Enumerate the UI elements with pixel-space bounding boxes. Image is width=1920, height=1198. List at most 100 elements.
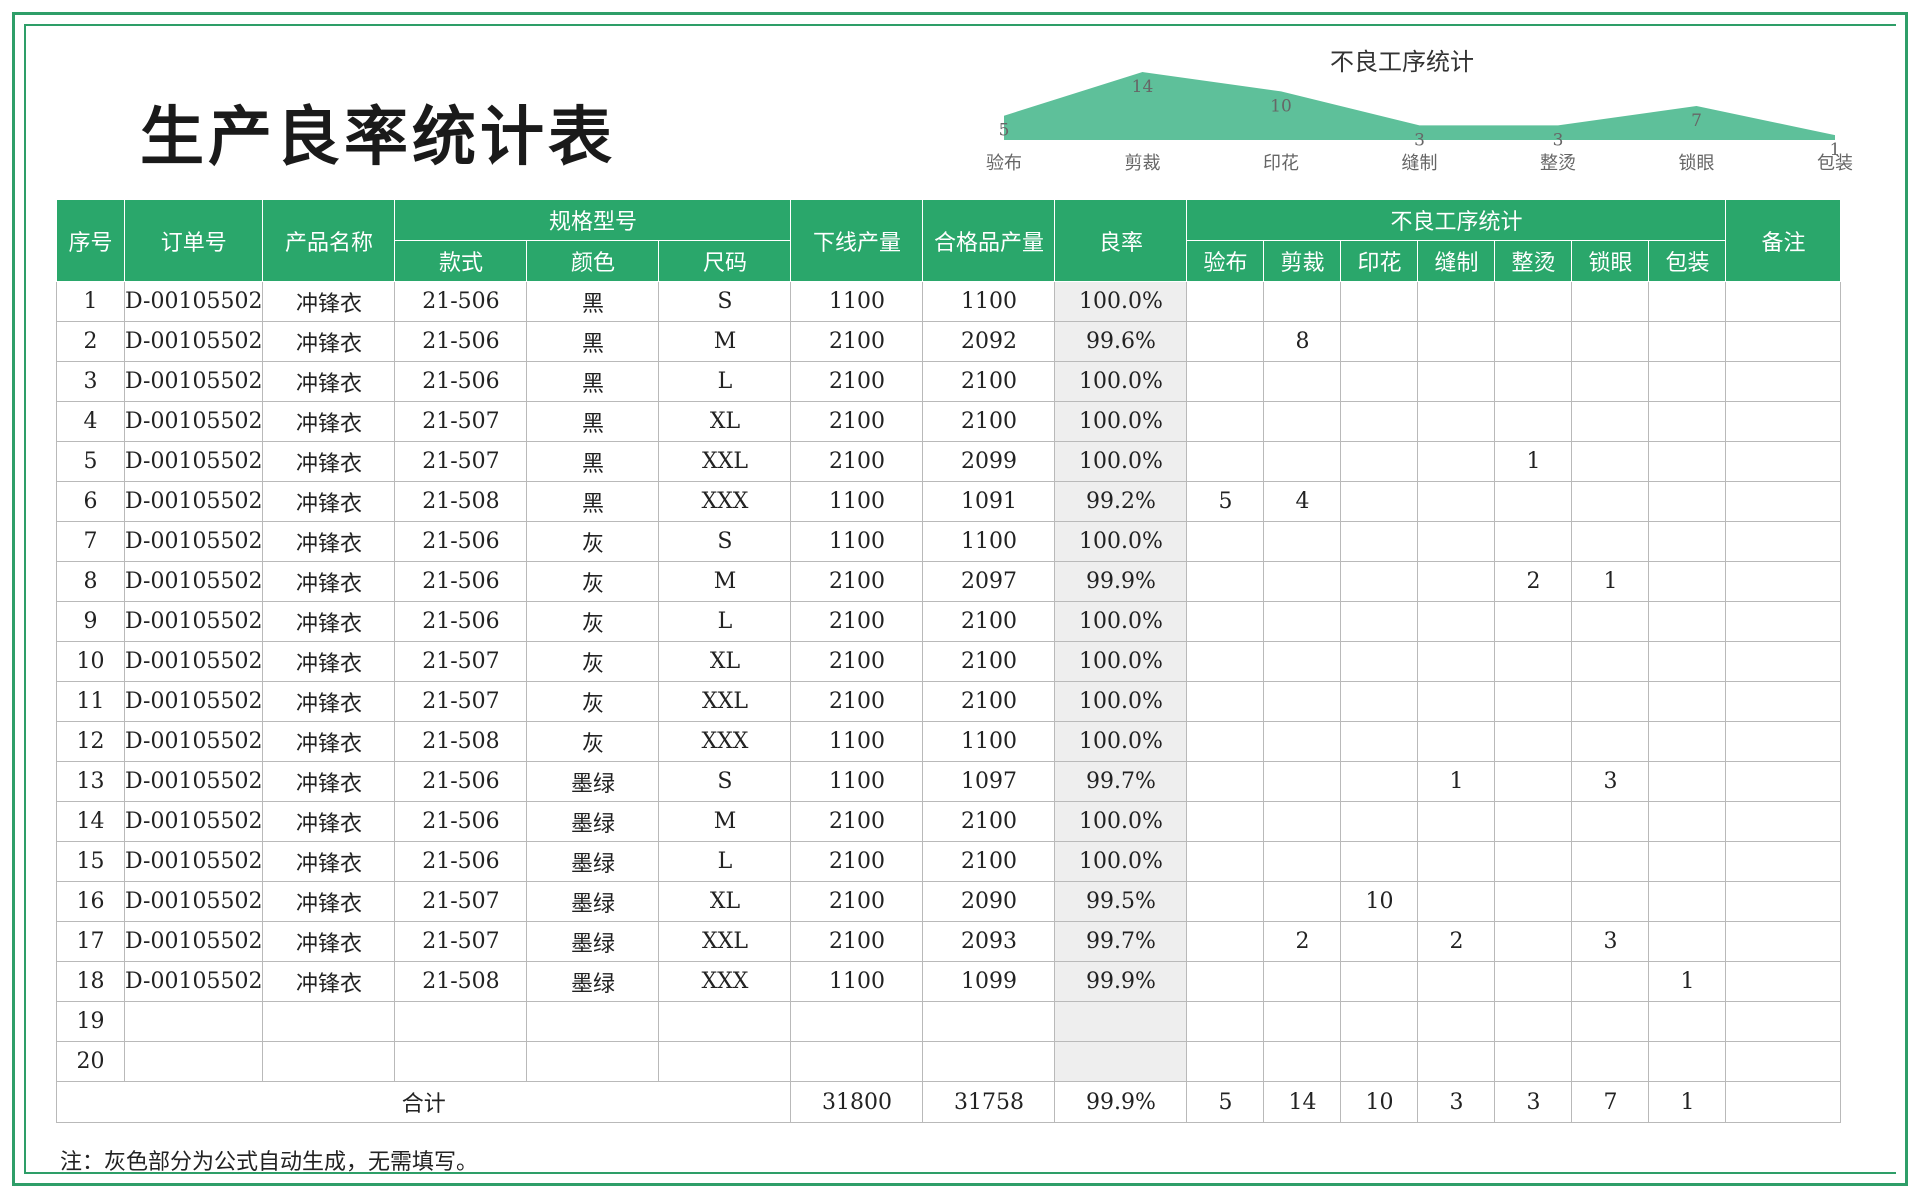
row-output[interactable]: 1100 bbox=[790, 721, 924, 762]
row-qualified[interactable]: 1097 bbox=[922, 761, 1056, 802]
row-style[interactable]: 21-506 bbox=[394, 561, 528, 602]
row-defect-6[interactable]: 1 bbox=[1571, 561, 1650, 602]
row-qualified[interactable]: 2099 bbox=[922, 441, 1056, 482]
row-color[interactable]: 黑 bbox=[526, 481, 660, 522]
row-style[interactable]: 21-507 bbox=[394, 641, 528, 682]
row-output[interactable]: 1100 bbox=[790, 961, 924, 1002]
row-color[interactable]: 灰 bbox=[526, 641, 660, 682]
row-qualified[interactable]: 2100 bbox=[922, 401, 1056, 442]
row-defect-6[interactable] bbox=[1571, 1001, 1650, 1042]
row-defect-5[interactable] bbox=[1494, 641, 1573, 682]
row-remark[interactable] bbox=[1725, 841, 1842, 882]
row-defect-5[interactable] bbox=[1494, 681, 1573, 722]
row-qualified[interactable]: 2100 bbox=[922, 681, 1056, 722]
row-defect-3[interactable] bbox=[1340, 1041, 1419, 1082]
row-remark[interactable] bbox=[1725, 801, 1842, 842]
row-defect-7[interactable] bbox=[1648, 1001, 1727, 1042]
row-style[interactable]: 21-507 bbox=[394, 441, 528, 482]
row-defect-6[interactable]: 3 bbox=[1571, 761, 1650, 802]
row-product[interactable]: 冲锋衣 bbox=[262, 521, 396, 562]
row-defect-6[interactable] bbox=[1571, 521, 1650, 562]
row-remark[interactable] bbox=[1725, 681, 1842, 722]
row-defect-6[interactable] bbox=[1571, 801, 1650, 842]
row-qualified[interactable]: 2100 bbox=[922, 601, 1056, 642]
row-defect-1[interactable] bbox=[1186, 761, 1265, 802]
row-order[interactable]: D-00105502 bbox=[123, 681, 264, 722]
row-size[interactable]: XXX bbox=[658, 721, 792, 762]
row-qualified[interactable]: 2097 bbox=[922, 561, 1056, 602]
row-defect-7[interactable] bbox=[1648, 841, 1727, 882]
row-defect-2[interactable]: 8 bbox=[1263, 321, 1342, 362]
row-color[interactable] bbox=[526, 1041, 660, 1082]
row-defect-3[interactable] bbox=[1340, 521, 1419, 562]
row-qualified[interactable]: 1100 bbox=[922, 721, 1056, 762]
row-defect-4[interactable] bbox=[1417, 641, 1496, 682]
row-output[interactable]: 1100 bbox=[790, 761, 924, 802]
row-defect-2[interactable]: 4 bbox=[1263, 481, 1342, 522]
row-size[interactable]: XXL bbox=[658, 681, 792, 722]
row-defect-4[interactable] bbox=[1417, 481, 1496, 522]
row-defect-7[interactable] bbox=[1648, 721, 1727, 762]
row-remark[interactable] bbox=[1725, 441, 1842, 482]
row-defect-6[interactable] bbox=[1571, 721, 1650, 762]
row-defect-2[interactable] bbox=[1263, 361, 1342, 402]
row-defect-3[interactable] bbox=[1340, 601, 1419, 642]
row-defect-4[interactable] bbox=[1417, 721, 1496, 762]
row-defect-2[interactable] bbox=[1263, 841, 1342, 882]
row-defect-1[interactable] bbox=[1186, 641, 1265, 682]
row-defect-1[interactable] bbox=[1186, 921, 1265, 962]
row-remark[interactable] bbox=[1725, 1041, 1842, 1082]
row-defect-4[interactable] bbox=[1417, 801, 1496, 842]
row-defect-7[interactable] bbox=[1648, 561, 1727, 602]
row-order[interactable]: D-00105502 bbox=[123, 481, 264, 522]
row-defect-7[interactable] bbox=[1648, 1041, 1727, 1082]
row-defect-5[interactable] bbox=[1494, 481, 1573, 522]
row-order[interactable]: D-00105502 bbox=[123, 401, 264, 442]
row-remark[interactable] bbox=[1725, 561, 1842, 602]
row-color[interactable]: 灰 bbox=[526, 601, 660, 642]
row-defect-7[interactable] bbox=[1648, 801, 1727, 842]
row-defect-2[interactable] bbox=[1263, 281, 1342, 322]
row-output[interactable]: 2100 bbox=[790, 921, 924, 962]
row-defect-5[interactable] bbox=[1494, 1041, 1573, 1082]
row-order[interactable]: D-00105502 bbox=[123, 441, 264, 482]
row-product[interactable]: 冲锋衣 bbox=[262, 921, 396, 962]
row-color[interactable]: 灰 bbox=[526, 681, 660, 722]
row-defect-5[interactable] bbox=[1494, 961, 1573, 1002]
row-style[interactable]: 21-506 bbox=[394, 761, 528, 802]
row-style[interactable]: 21-508 bbox=[394, 481, 528, 522]
row-size[interactable]: S bbox=[658, 521, 792, 562]
row-defect-7[interactable] bbox=[1648, 441, 1727, 482]
row-product[interactable]: 冲锋衣 bbox=[262, 561, 396, 602]
row-color[interactable]: 灰 bbox=[526, 561, 660, 602]
row-style[interactable]: 21-506 bbox=[394, 801, 528, 842]
row-defect-1[interactable] bbox=[1186, 401, 1265, 442]
row-qualified[interactable]: 2090 bbox=[922, 881, 1056, 922]
row-color[interactable]: 墨绿 bbox=[526, 761, 660, 802]
row-product[interactable]: 冲锋衣 bbox=[262, 721, 396, 762]
row-defect-1[interactable] bbox=[1186, 361, 1265, 402]
row-remark[interactable] bbox=[1725, 481, 1842, 522]
row-product[interactable]: 冲锋衣 bbox=[262, 841, 396, 882]
row-defect-4[interactable] bbox=[1417, 521, 1496, 562]
row-color[interactable]: 灰 bbox=[526, 521, 660, 562]
row-defect-5[interactable] bbox=[1494, 601, 1573, 642]
row-size[interactable]: XXL bbox=[658, 921, 792, 962]
row-output[interactable]: 2100 bbox=[790, 641, 924, 682]
row-color[interactable]: 黑 bbox=[526, 321, 660, 362]
row-defect-4[interactable] bbox=[1417, 681, 1496, 722]
row-defect-4[interactable]: 1 bbox=[1417, 761, 1496, 802]
row-defect-2[interactable] bbox=[1263, 521, 1342, 562]
row-defect-2[interactable] bbox=[1263, 801, 1342, 842]
row-defect-1[interactable] bbox=[1186, 1041, 1265, 1082]
row-order[interactable] bbox=[123, 1001, 264, 1042]
row-output[interactable]: 2100 bbox=[790, 321, 924, 362]
row-order[interactable]: D-00105502 bbox=[123, 361, 264, 402]
row-output[interactable]: 1100 bbox=[790, 521, 924, 562]
row-size[interactable]: XXX bbox=[658, 481, 792, 522]
row-defect-4[interactable] bbox=[1417, 1001, 1496, 1042]
row-output[interactable]: 2100 bbox=[790, 681, 924, 722]
row-remark[interactable] bbox=[1725, 761, 1842, 802]
row-defect-2[interactable] bbox=[1263, 401, 1342, 442]
row-defect-4[interactable]: 2 bbox=[1417, 921, 1496, 962]
